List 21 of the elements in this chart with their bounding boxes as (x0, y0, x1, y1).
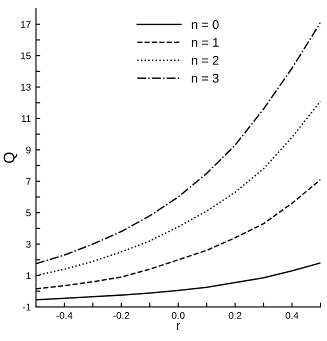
y-tick-label: 1 (26, 272, 31, 280)
y-tick-label: 3 (26, 240, 31, 248)
y-tick-label: 15 (21, 52, 31, 60)
y-tick-label: 13 (21, 84, 31, 91)
legend-label: n = 1 (192, 38, 219, 47)
y-tick-label: 5 (26, 210, 31, 216)
y-tick-label: 17 (21, 21, 31, 28)
legend-label: n = 2 (192, 56, 219, 65)
x-axis-title: r (176, 323, 180, 330)
y-tick-label: -1 (22, 304, 31, 310)
legend-label: n = 3 (192, 74, 219, 83)
x-tick-label: 0.2 (228, 312, 242, 319)
y-tick-label: 7 (26, 178, 31, 185)
x-tick-label: -0.4 (56, 312, 73, 319)
legend-label: n = 0 (192, 20, 219, 29)
x-tick-label: 0.0 (172, 312, 185, 319)
y-tick-label: 11 (22, 115, 31, 122)
y-tick-label: 9 (26, 146, 31, 154)
y-axis-title: Q (4, 152, 18, 163)
x-tick-label: 0.4 (286, 312, 298, 319)
x-tick-label: -0.2 (113, 312, 130, 319)
